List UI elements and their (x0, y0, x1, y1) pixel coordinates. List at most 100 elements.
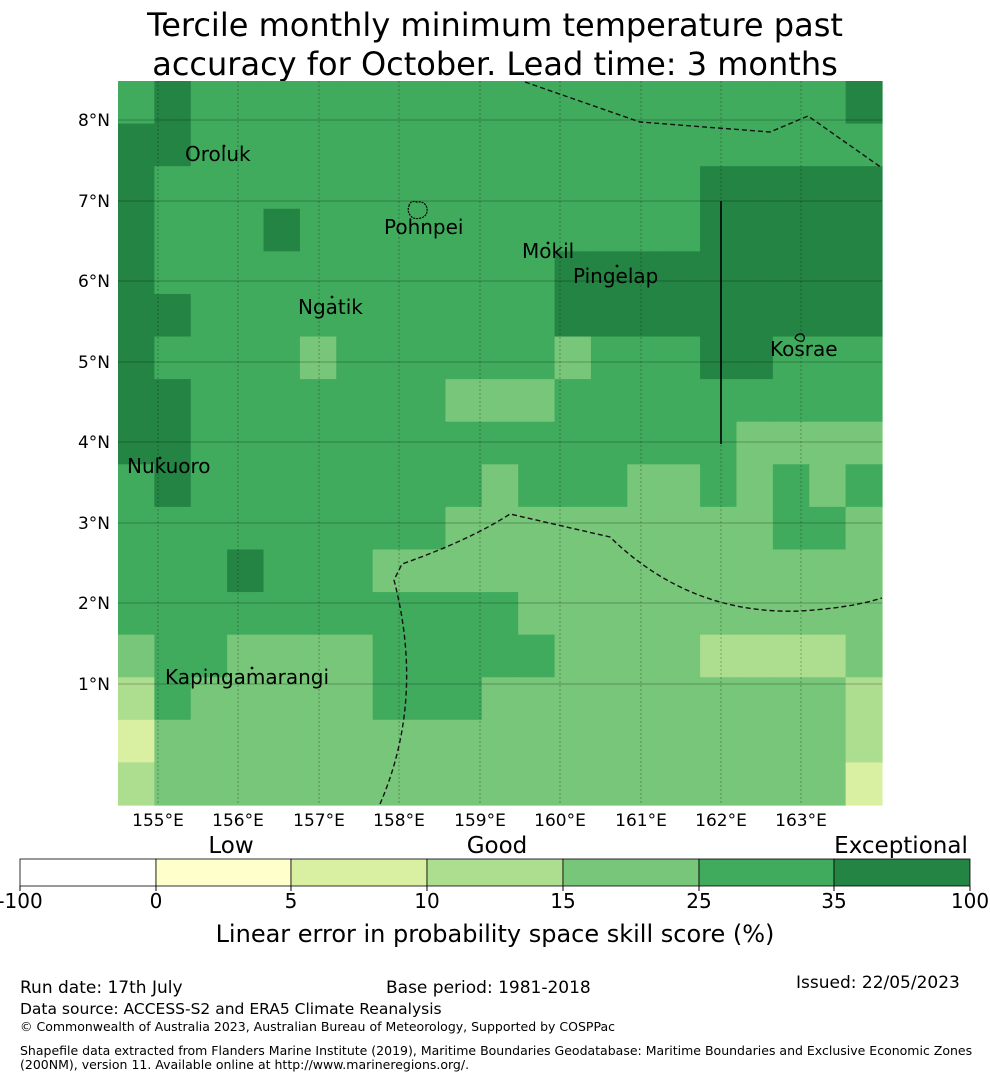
longitude-label: 163°E (775, 811, 827, 831)
grid-cell (372, 762, 410, 806)
grid-cell (845, 762, 883, 806)
grid-cell (336, 719, 374, 764)
grid-cell (663, 506, 701, 551)
grid-cell (809, 719, 847, 764)
grid-cell (445, 293, 483, 338)
grid-cell (299, 421, 337, 465)
shapefile-credit-line-1: Shapefile data extracted from Flanders M… (20, 1043, 973, 1058)
colorbar-category-label: Low (208, 833, 253, 859)
grid-cell (663, 719, 701, 764)
grid-cell (409, 336, 447, 380)
grid-cell (263, 592, 301, 636)
grid-cell (154, 549, 192, 593)
grid-cell (336, 336, 374, 380)
grid-cell (700, 208, 738, 252)
nukuoro-dot-icon (158, 456, 162, 460)
grid-cell (700, 677, 738, 721)
grid-cell (700, 166, 738, 210)
grid-cell (481, 123, 519, 167)
base-period: Base period: 1981-2018 (386, 978, 591, 998)
grid-cell (336, 293, 374, 338)
grid-cell (481, 549, 519, 593)
grid-cell (481, 506, 519, 551)
grid-cell (263, 208, 301, 252)
grid-cell (772, 293, 810, 338)
grid-cell (554, 421, 592, 465)
grid-cell (409, 634, 447, 678)
grid-cell (590, 464, 628, 508)
grid-cell (227, 251, 265, 295)
grid-cell (190, 166, 228, 210)
grid-cell (299, 379, 337, 423)
grid-cell (118, 634, 155, 678)
grid-cell (700, 719, 738, 764)
grid-cell (845, 251, 883, 295)
grid-cell (772, 421, 810, 465)
grid-cell (372, 123, 410, 167)
latitude-label: 1°N (78, 675, 110, 695)
grid-cell (663, 421, 701, 465)
grid-cell (809, 251, 847, 295)
grid-cell (809, 464, 847, 508)
longitude-label: 156°E (212, 811, 264, 831)
grid-cell (845, 166, 883, 210)
grid-cell (118, 549, 155, 593)
grid-cell (518, 549, 556, 593)
grid-cell (118, 293, 155, 338)
grid-cell (372, 506, 410, 551)
grid-cell (554, 719, 592, 764)
grid-cell (518, 166, 556, 210)
grid-cell (663, 549, 701, 593)
longitude-label: 160°E (534, 811, 586, 831)
grid-cell (263, 251, 301, 295)
grid-cell (590, 506, 628, 551)
oroluk-dot-icon (222, 144, 226, 148)
map-title-line-1: Tercile monthly minimum temperature past (147, 6, 843, 44)
grid-cell (845, 464, 883, 508)
colorbar-segment (19, 858, 157, 887)
longitude-label: 158°E (373, 811, 425, 831)
grid-cell (154, 464, 192, 508)
grid-cell (299, 677, 337, 721)
grid-cell (227, 464, 265, 508)
latitude-labels: 8°N 7°N 6°N 5°N 4°N 3°N 2°N 1°N (78, 111, 110, 695)
grid-cell (263, 634, 301, 678)
grid-cell (663, 464, 701, 508)
eez-boundary-south-west (379, 513, 883, 805)
grid-cell (481, 719, 519, 764)
grid-cell (154, 81, 192, 125)
grid-cell (409, 251, 447, 295)
eez-boundaries (379, 81, 883, 805)
grid-cell (736, 379, 774, 423)
grid-cell (481, 762, 519, 806)
colorbar (19, 858, 971, 887)
grid-cell (590, 421, 628, 465)
colorbar-segment (833, 858, 971, 887)
grid-cell (736, 123, 774, 167)
kapinga-dot-icon (250, 666, 254, 670)
grid-cell (809, 762, 847, 806)
grid-cell (154, 719, 192, 764)
grid-cell (263, 336, 301, 380)
grid-cell (700, 762, 738, 806)
copyright: © Commonwealth of Australia 2023, Austra… (20, 1019, 615, 1034)
grid-cell (118, 592, 155, 636)
grid-cell (118, 123, 155, 167)
grid-cell (627, 592, 665, 636)
grid-cell (700, 549, 738, 593)
grid-cell (772, 379, 810, 423)
grid-cell (554, 251, 592, 295)
grid-cell (736, 166, 774, 210)
grid-cell (445, 123, 483, 167)
grid-cell (772, 208, 810, 252)
colorbar-category-label: Good (467, 833, 528, 859)
grid-cell (336, 379, 374, 423)
colorbar-tick-label: 100 (951, 889, 989, 913)
place-label: Pingelap (573, 264, 658, 288)
data-source: Data source: ACCESS-S2 and ERA5 Climate … (20, 1000, 442, 1018)
grid-cell (590, 677, 628, 721)
skill-grid (118, 81, 883, 806)
grid-cell (263, 506, 301, 551)
grid-cell (409, 464, 447, 508)
grid-cell (190, 464, 228, 508)
